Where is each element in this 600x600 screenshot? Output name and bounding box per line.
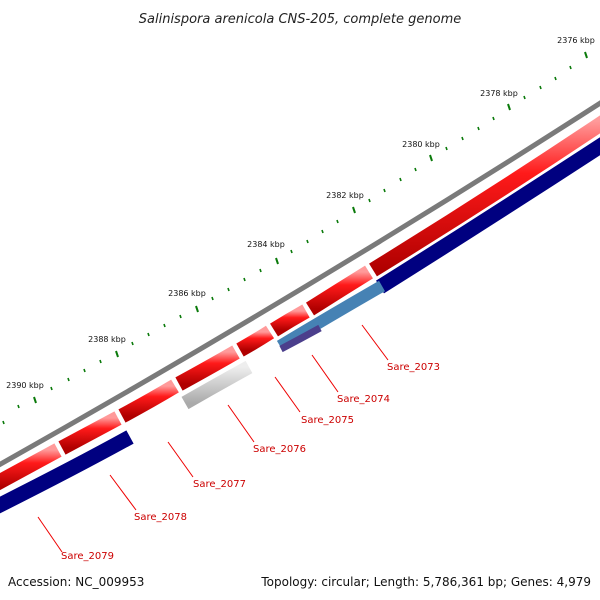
gene-sare-2075-block[interactable] [279, 324, 322, 353]
tick-2378 [507, 103, 511, 111]
tick-2390 [33, 396, 37, 404]
tick-label-2384: 2384 kbp [247, 240, 285, 249]
tick-2382 [352, 206, 356, 214]
gene-label-sare-2079[interactable]: Sare_2079 [61, 551, 114, 562]
leader-sare-2076 [227, 404, 255, 443]
leader-sare-2073 [361, 324, 389, 361]
gene-label-sare-2076[interactable]: Sare_2076 [253, 444, 306, 455]
tick-label-2382: 2382 kbp [326, 191, 364, 200]
tick-label-2378: 2378 kbp [480, 89, 518, 98]
gene-fwd-3[interactable] [118, 379, 179, 423]
gene-label-sare-2073[interactable]: Sare_2073 [387, 362, 440, 373]
gene-fwd-6[interactable] [270, 304, 310, 337]
tick-label-2388: 2388 kbp [88, 335, 126, 344]
forward-genes [0, 115, 600, 491]
gene-fwd-4[interactable] [175, 345, 240, 391]
gene-leaders [37, 324, 389, 553]
genome-backbone [0, 100, 600, 468]
gene-fwd-7[interactable] [305, 265, 373, 316]
tick-2388 [115, 350, 119, 358]
tick-label-2380: 2380 kbp [402, 140, 440, 149]
leader-sare-2078 [109, 474, 137, 511]
accession-text: Accession: NC_009953 [8, 575, 144, 589]
gene-label-sare-2077[interactable]: Sare_2077 [193, 479, 246, 490]
genome-summary-text: Topology: circular; Length: 5,786,361 bp… [260, 575, 591, 589]
tick-label-2390: 2390 kbp [6, 381, 44, 390]
gene-sare-2073-block[interactable] [376, 137, 600, 294]
gene-label-sare-2075[interactable]: Sare_2075 [301, 415, 354, 426]
tick-track [2, 51, 588, 425]
gene-fwd-8[interactable] [369, 115, 600, 277]
gene-label-sare-2078[interactable]: Sare_2078 [134, 512, 187, 523]
minor-ticks [2, 65, 572, 425]
leader-sare-2079 [37, 516, 63, 553]
gene-fwd-1[interactable] [0, 443, 62, 491]
gene-sare-2079-block[interactable] [0, 430, 134, 514]
leader-sare-2074 [311, 354, 339, 393]
tick-2376 [584, 51, 588, 59]
tick-2384 [275, 257, 279, 265]
tick-2380 [429, 154, 433, 162]
gene-sare-2074-block[interactable] [276, 280, 385, 352]
tick-label-2386: 2386 kbp [168, 289, 206, 298]
tick-2386 [195, 305, 199, 313]
gene-sare-2076-block[interactable] [181, 360, 253, 410]
gene-fwd-2[interactable] [58, 411, 122, 455]
gene-fwd-5[interactable] [236, 325, 275, 357]
map-title: Salinispora arenicola CNS-205, complete … [139, 12, 461, 27]
tick-label-2376: 2376 kbp [557, 36, 595, 45]
leader-sare-2077 [167, 441, 194, 478]
gene-label-sare-2074[interactable]: Sare_2074 [337, 394, 390, 405]
leader-sare-2075 [274, 376, 301, 413]
